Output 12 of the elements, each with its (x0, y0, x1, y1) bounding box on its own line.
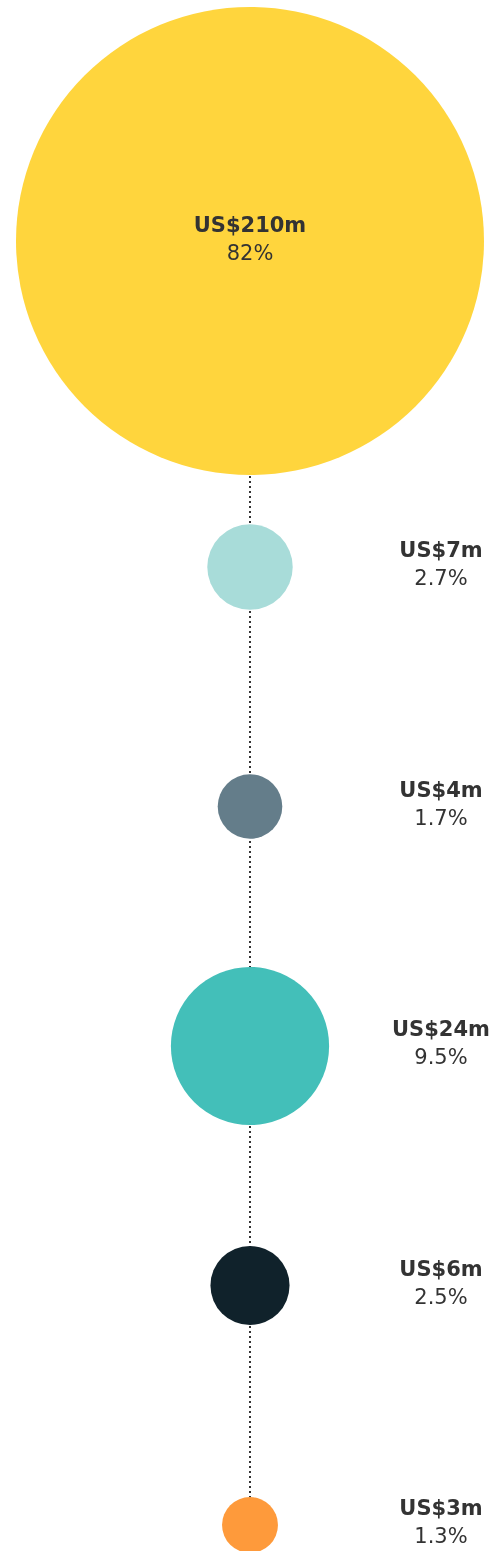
data-label: US$6m (399, 1256, 483, 1281)
text: 82% (226, 241, 274, 266)
text: 1.3% (414, 1524, 468, 1549)
text: 9.5% (414, 1045, 468, 1070)
text: 2.5% (414, 1284, 468, 1309)
data-label: US$3m (399, 1496, 483, 1521)
text: 1.7% (414, 805, 468, 830)
data-label: US$210m (193, 213, 307, 238)
data-label: US$4m (399, 777, 483, 802)
text: 2.7% (414, 566, 468, 591)
data-label: US$24m (392, 1017, 490, 1042)
data-label: US$7m (399, 538, 483, 563)
